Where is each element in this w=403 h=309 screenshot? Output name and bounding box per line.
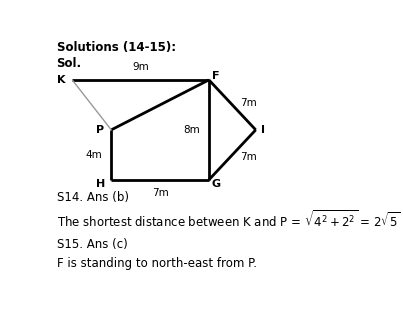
Text: S14. Ans (b): S14. Ans (b) xyxy=(56,191,129,204)
Text: F is standing to north-east from P.: F is standing to north-east from P. xyxy=(56,257,257,270)
Text: Sol.: Sol. xyxy=(56,57,82,70)
Text: G: G xyxy=(211,179,220,189)
Text: 7m: 7m xyxy=(240,152,257,162)
Text: H: H xyxy=(96,179,105,189)
Text: I: I xyxy=(261,125,265,135)
Text: Solutions (14-15):: Solutions (14-15): xyxy=(56,41,176,54)
Text: S15. Ans (c): S15. Ans (c) xyxy=(56,238,127,251)
Text: 8m: 8m xyxy=(183,125,199,135)
Text: 4m: 4m xyxy=(85,150,102,160)
Text: P: P xyxy=(96,125,104,135)
Text: K: K xyxy=(57,75,66,85)
Text: 9m: 9m xyxy=(132,61,149,72)
Text: 7m: 7m xyxy=(240,98,257,108)
Text: The shortest distance between K and P = $\sqrt{4^2+2^2}$ = 2$\sqrt{5}$ m: The shortest distance between K and P = … xyxy=(56,210,403,231)
Text: 7m: 7m xyxy=(152,188,168,198)
Text: F: F xyxy=(212,71,220,81)
